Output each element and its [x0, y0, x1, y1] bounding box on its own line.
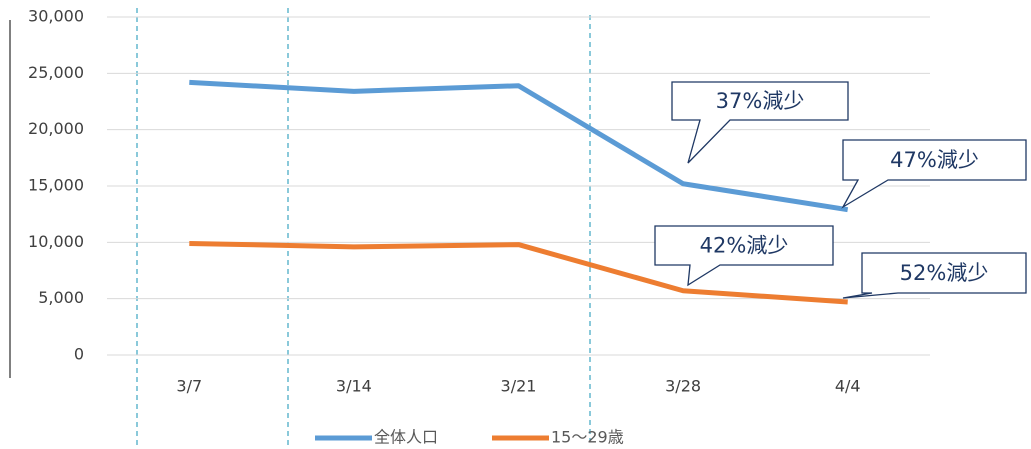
x-tick-label: 4/4 [835, 377, 861, 396]
legend-label: 15～29歳 [551, 428, 624, 447]
callout-text: 42%減少 [700, 234, 789, 258]
x-tick-label: 3/14 [336, 377, 372, 396]
series-line [189, 240, 848, 305]
callout [841, 139, 1027, 209]
callout-text: 37%減少 [716, 89, 805, 113]
series-line [189, 79, 849, 213]
y-tick-label: 25,000 [28, 63, 84, 82]
callout [842, 252, 1027, 299]
y-tick-label: 5,000 [38, 288, 84, 307]
callout-text: 47%減少 [890, 148, 979, 172]
y-tick-label: 0 [74, 345, 84, 364]
x-tick-label: 3/7 [176, 377, 202, 396]
y-tick-label: 10,000 [28, 232, 84, 251]
x-tick-label: 3/28 [665, 377, 701, 396]
callout-text: 52%減少 [900, 261, 989, 285]
y-tick-label: 20,000 [28, 119, 84, 138]
legend-label: 全体人口 [374, 428, 438, 447]
y-tick-label: 15,000 [28, 176, 84, 195]
y-tick-label: 30,000 [28, 7, 84, 26]
callout [671, 81, 849, 164]
callout [654, 225, 834, 287]
x-tick-label: 3/21 [501, 377, 537, 396]
